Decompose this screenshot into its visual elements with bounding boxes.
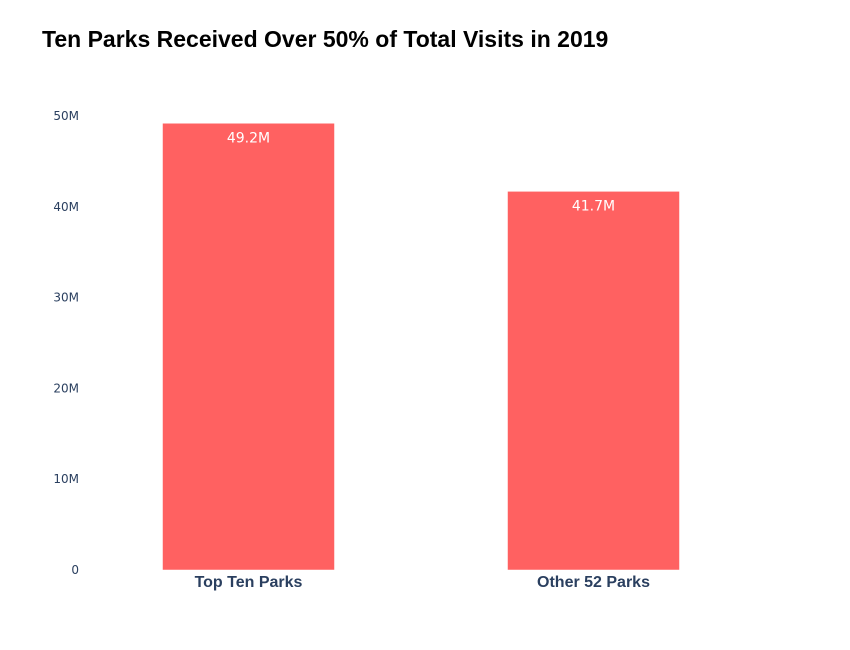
bars [162, 123, 680, 571]
data-labels: 49.2M 41.7M [227, 130, 615, 214]
y-axis-ticks: 0 10M 20M 30M 40M 50M [53, 109, 79, 577]
y-tick-label: 20M [53, 381, 79, 395]
bar-value-label: 49.2M [227, 130, 270, 146]
y-tick-label: 50M [53, 109, 79, 123]
chart-title: Ten Parks Received Over 50% of Total Vis… [42, 26, 609, 52]
bar-value-label: 41.7M [572, 198, 615, 214]
y-tick-label: 30M [53, 291, 79, 305]
bar [507, 191, 680, 571]
y-tick-label: 40M [53, 200, 79, 214]
y-tick-label: 10M [53, 472, 79, 486]
bar [162, 123, 335, 571]
x-tick-label: Top Ten Parks [195, 574, 303, 591]
y-tick-label: 0 [71, 563, 79, 577]
x-axis-ticks: Top Ten Parks Other 52 Parks [195, 574, 651, 591]
x-tick-label: Other 52 Parks [537, 574, 650, 591]
